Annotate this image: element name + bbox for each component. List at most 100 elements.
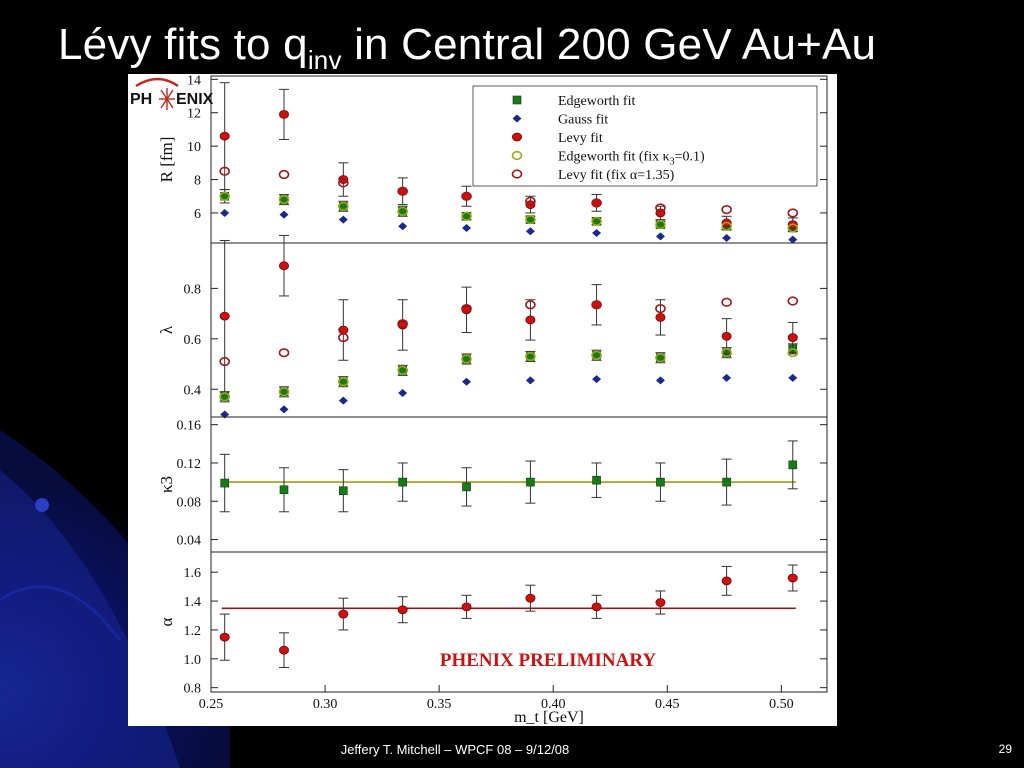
y-tick-label-alpha: 0.8 — [184, 682, 202, 697]
data-point — [338, 396, 348, 405]
data-point — [397, 206, 408, 216]
y-tick-label-kappa3: 0.08 — [177, 495, 202, 510]
data-point — [525, 351, 536, 362]
data-point — [721, 297, 732, 307]
panel-frame-kappa3 — [210, 416, 828, 553]
slide-footer: Jeffery T. Mitchell – WPCF 08 – 9/12/08 — [340, 742, 570, 757]
data-point — [655, 203, 666, 213]
data-point — [338, 325, 349, 335]
legend-subscript: 3 — [670, 157, 675, 168]
y-tick-label-alpha: 1.6 — [184, 566, 202, 581]
data-point — [655, 220, 666, 230]
data-point — [219, 311, 230, 321]
legend-label: Edgeworth fit — [558, 94, 635, 109]
panel-lambda: 0.4 0.6 0.8 λ — [157, 234, 828, 419]
y-tick-label-R: 12 — [187, 107, 201, 122]
panel-kappa3: 0.04 0.08 0.12 0.16 κ3 — [157, 416, 828, 553]
series-R — [219, 166, 799, 218]
data-point — [721, 205, 732, 215]
data-point — [591, 216, 602, 226]
x-tick-label: 0.45 — [655, 697, 680, 712]
data-point — [338, 215, 348, 224]
data-point — [219, 392, 230, 402]
legend-label: Edgeworth fit (fix κ3=0.1) — [558, 150, 705, 168]
data-point — [398, 389, 408, 398]
y-tick-label-R: 14 — [187, 74, 201, 88]
data-point — [525, 196, 536, 206]
legend-marker — [512, 114, 522, 123]
legend-label: Levy fit — [558, 131, 603, 146]
data-point — [787, 296, 799, 306]
data-point — [721, 331, 732, 341]
panel-alpha: 0.8 1.0 1.2 1.4 1.6 α — [157, 551, 828, 697]
data-point — [591, 300, 602, 310]
preliminary-label: PHENIX PRELIMINARY — [440, 650, 657, 671]
series-alpha — [219, 564, 798, 668]
data-point — [592, 475, 601, 485]
data-point — [279, 110, 290, 119]
y-tick-label-R: 10 — [187, 140, 201, 155]
data-point — [278, 387, 290, 397]
data-point — [398, 477, 407, 487]
data-point — [462, 223, 472, 232]
x-tick-label: 0.50 — [769, 697, 794, 712]
phenix-logo-text-right: ENIX — [176, 91, 214, 108]
data-point — [591, 198, 602, 208]
data-point — [788, 373, 798, 382]
y-tick-label-kappa3: 0.12 — [177, 457, 202, 472]
legend-marker — [511, 169, 523, 179]
data-point — [219, 191, 230, 201]
data-point — [279, 485, 289, 495]
data-point — [279, 645, 290, 655]
data-point — [397, 186, 408, 196]
data-point — [462, 377, 472, 386]
series-kappa3 — [219, 440, 798, 513]
series-R — [219, 189, 798, 233]
data-point — [526, 477, 535, 487]
phenix-logo: PH ENIX — [130, 77, 214, 110]
data-point — [461, 303, 472, 314]
data-point — [219, 632, 230, 642]
x-tick-label: 0.35 — [427, 697, 452, 712]
y-axis-label-kappa3: κ3 — [157, 476, 176, 493]
data-point — [787, 573, 798, 583]
data-point — [461, 354, 472, 364]
data-point — [397, 605, 408, 615]
y-tick-label-R: 6 — [194, 207, 201, 222]
y-axis-label-lambda: λ — [157, 325, 176, 334]
data-point — [655, 353, 666, 363]
data-point — [397, 319, 408, 329]
data-point — [788, 460, 798, 470]
data-point — [787, 348, 799, 358]
series-R — [219, 191, 799, 233]
legend-marker — [511, 150, 523, 161]
data-point — [722, 477, 731, 487]
data-point — [339, 486, 348, 496]
panel-frame-alpha — [210, 551, 828, 693]
legend-tail: =0.1) — [675, 150, 705, 165]
data-point — [655, 303, 666, 314]
data-point — [721, 348, 732, 358]
data-point — [525, 315, 536, 325]
data-point — [525, 593, 536, 603]
legend-label: Levy fit (fix α=1.35) — [558, 168, 675, 183]
x-tick-label: 0.25 — [199, 697, 224, 712]
y-tick-label-alpha: 1.4 — [184, 595, 202, 610]
y-tick-label-alpha: 1.2 — [184, 624, 202, 639]
figure-panel: 6 8 10 12 14 R [fm] 0.4 0.6 0.8 λ 0.04 0.08 0.12 0.16… — [128, 74, 837, 726]
y-axis-label-alpha: α — [157, 617, 176, 626]
data-point — [721, 221, 732, 231]
data-point — [591, 602, 602, 612]
y-tick-label-lambda: 0.4 — [184, 383, 202, 398]
series-lambda — [219, 343, 798, 403]
series-R — [220, 208, 798, 244]
data-point — [525, 300, 536, 310]
x-tick-label: 0.30 — [313, 697, 338, 712]
data-point — [787, 208, 799, 218]
title-tail: in Central 200 GeV Au+Au — [341, 20, 877, 69]
data-point — [219, 356, 230, 367]
data-point — [461, 191, 472, 201]
legend-marker — [511, 132, 522, 142]
y-tick-label-kappa3: 0.04 — [177, 534, 202, 549]
data-point — [461, 211, 472, 221]
